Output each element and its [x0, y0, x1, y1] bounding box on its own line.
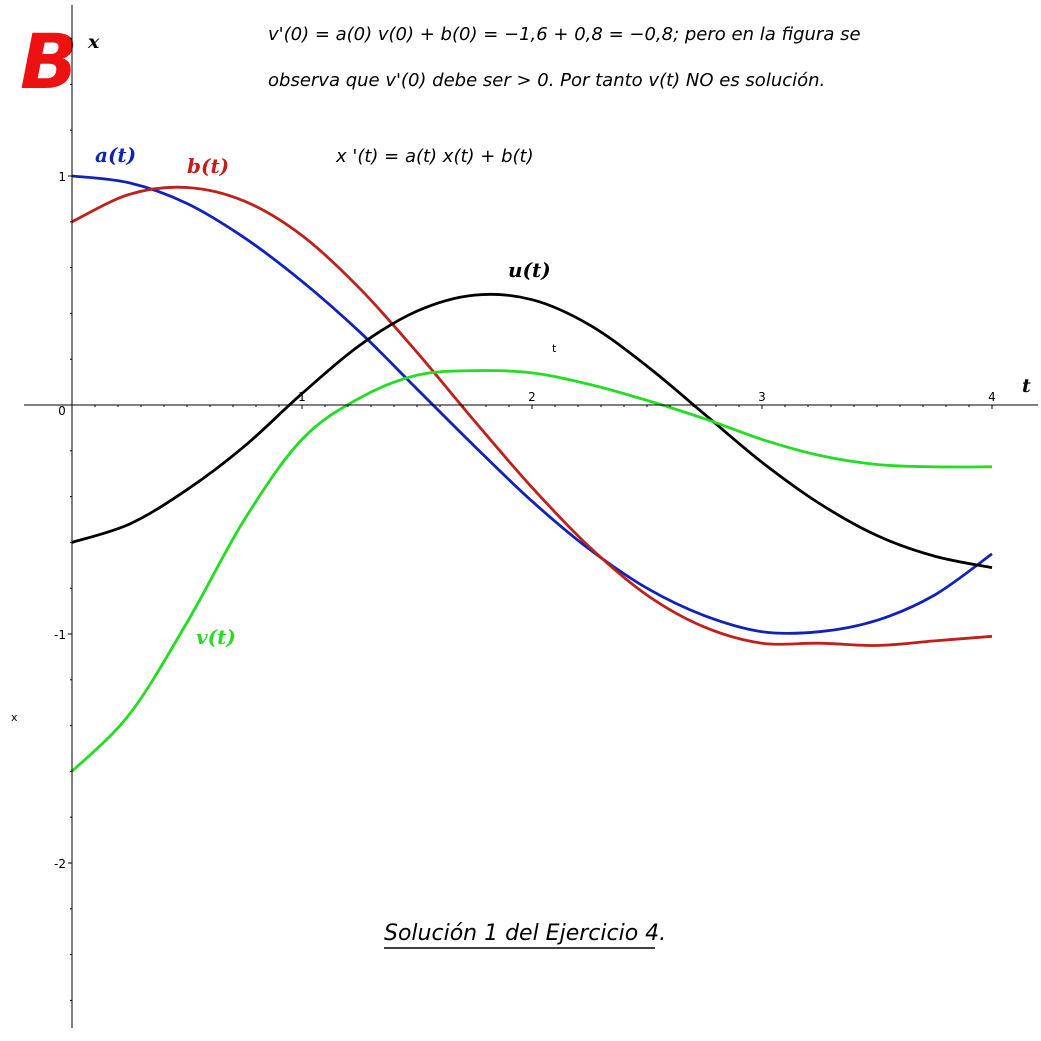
series-label-u: u(t)	[508, 258, 551, 282]
x-tick-label: 4	[988, 390, 996, 404]
equation-text: x '(t) = a(t) x(t) + b(t)	[335, 146, 534, 167]
x-tick-label: 2	[528, 390, 536, 404]
inner-t-label: t	[552, 342, 557, 355]
logo-letter: B	[20, 17, 78, 106]
x-tick-label: 1	[298, 390, 306, 404]
series-line-u	[71, 292, 993, 569]
annotation-line-2: observa que v'(0) debe ser > 0. Por tant…	[268, 70, 825, 91]
series-label-a: a(t)	[95, 143, 136, 167]
series-label-b: b(t)	[187, 154, 229, 178]
series-line-a	[71, 174, 993, 635]
figure-caption: Solución 1 del Ejercicio 4.	[384, 921, 666, 946]
curves-layer	[71, 174, 993, 773]
y-axis-label: x	[87, 31, 100, 53]
x-axis-label: t	[1022, 375, 1031, 397]
y-tick-label: -1	[54, 628, 66, 642]
x-tick-label: 3	[758, 390, 766, 404]
side-x-label: x	[11, 711, 18, 724]
series-line-b	[71, 185, 993, 647]
y-tick-label: 1	[58, 170, 66, 184]
y-tick-label: -2	[54, 857, 66, 871]
annotation-line-1: v'(0) = a(0) v(0) + b(0) = −1,6 + 0,8 = …	[268, 24, 861, 45]
x-tick-label: 0	[58, 404, 66, 418]
series-label-v: v(t)	[196, 625, 236, 649]
series-line-v	[71, 369, 993, 773]
ticks-layer: 0 1 2 3 4 1 -1 -2	[54, 38, 996, 1001]
